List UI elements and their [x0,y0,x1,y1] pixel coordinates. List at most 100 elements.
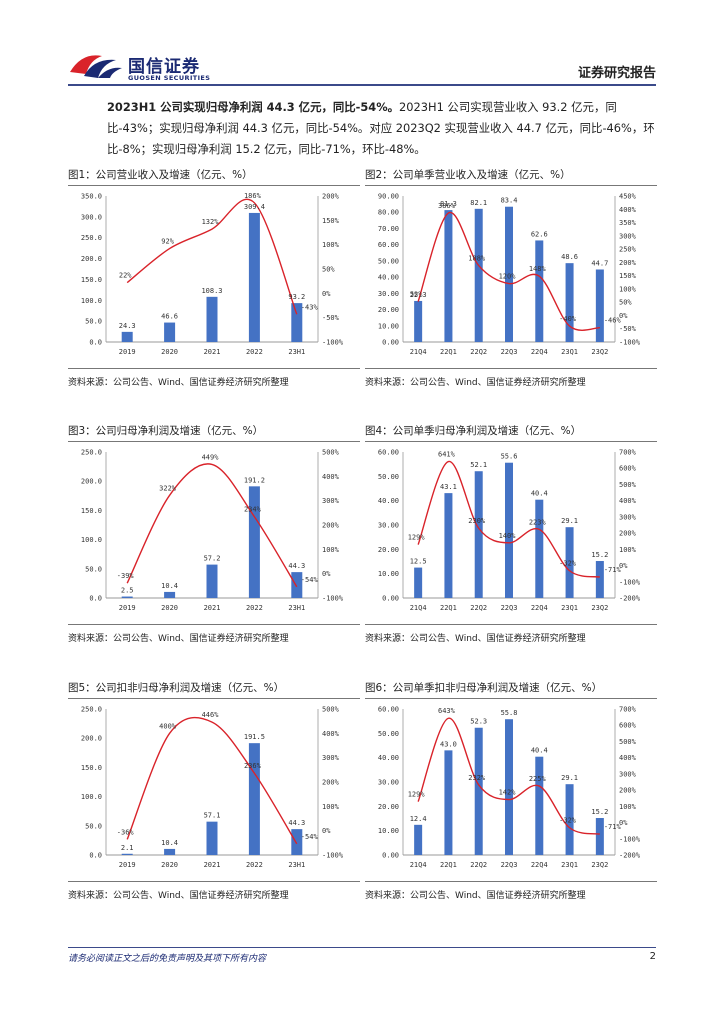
chart-svg: 0.00 10.00 20.00 30.00 40.00 50.00 60.00 70.00 8… [378,193,641,357]
right-tick-label: -200% [619,595,641,603]
bar [291,303,303,342]
bar [474,727,483,855]
growth-value-label: 186% [244,192,262,200]
left-tick-label: 250.0 [81,234,102,242]
growth-value-label: -43% [301,303,319,311]
bar-value-label: 25.3 [410,291,427,299]
left-tick-label: 10.00 [378,570,399,578]
bar-value-label: 40.4 [531,490,548,498]
bar [535,499,544,598]
figure-4: 图4：公司单季归母净利润及增速（亿元、%） 0.00 10.00 20.00 30.0… [365,421,657,644]
bar [505,462,513,598]
x-tick-label: 22Q1 [440,604,457,612]
right-tick-label: -50% [619,325,637,333]
bar [248,486,260,598]
right-tick-label: 400% [619,754,637,762]
summary-paragraph: 2023H1 公司实现归母净利润 44.3 亿元，同比-54%。2023H1 公… [107,97,657,160]
right-tick-label: -200% [619,852,641,860]
growth-value-label: -54% [301,576,319,584]
right-tick-label: 700% [619,706,637,714]
x-tick-label: 22Q2 [470,348,487,356]
bar-value-label: 43.1 [440,483,457,491]
right-tick-label: 500% [619,481,637,489]
bar-value-label: 57.2 [204,555,221,563]
growth-value-label: 22% [119,272,132,280]
growth-line [126,463,298,588]
right-tick-label: 100% [619,803,637,811]
x-tick-label: 2021 [204,861,221,869]
right-tick-label: 200% [322,522,340,530]
left-tick-label: 0.00 [382,595,399,603]
growth-value-label: -32% [559,817,577,825]
x-tick-label: 2022 [246,348,263,356]
left-tick-label: 40.00 [378,497,399,505]
left-tick-label: 150.0 [81,276,102,284]
growth-value-label: 400% [159,722,177,730]
chart-svg: 0.0 50.0 100.0 150.0 200.0 250.0 300.0 350.0 -10… [81,192,344,356]
right-tick-label: 150% [322,217,340,225]
growth-value-label: -71% [604,566,622,574]
bar [535,240,544,342]
bar [248,212,260,342]
bar [444,750,453,855]
growth-value-label: -54% [301,833,319,841]
x-tick-label: 23H1 [288,861,305,869]
figure-source: 资料来源：公司公告、Wind、国信证券经济研究所整理 [365,881,657,901]
left-tick-label: 200.0 [81,255,102,263]
bar [474,208,483,342]
right-tick-label: 400% [619,497,637,505]
left-tick-label: 20.00 [378,546,399,554]
bar-value-label: 15.2 [591,551,608,559]
right-tick-label: 300% [619,770,637,778]
bar-value-label: 62.6 [531,230,548,238]
growth-value-label: 223% [529,518,547,526]
growth-value-label: 230% [468,517,486,525]
bar [206,821,218,855]
bar-value-label: 81.3 [440,200,457,208]
bar [414,824,423,855]
bar-value-label: 29.1 [561,774,578,782]
bar [595,561,604,598]
left-tick-label: 350.0 [81,193,102,201]
left-tick-label: 10.00 [378,827,399,835]
x-tick-label: 23H1 [288,348,305,356]
figure-3: 图3：公司归母净利润及增速（亿元、%） 0.0 50.0 100.0 150.0 200… [68,421,360,644]
left-tick-label: 30.00 [378,522,399,530]
x-tick-label: 2020 [161,348,178,356]
figure-2: 图2：公司单季营业收入及增速（亿元、%） 0.00 10.00 20.00 30.00… [365,165,657,388]
right-tick-label: 100% [322,546,340,554]
bar [206,564,218,598]
figure-title: 图4：公司单季归母净利润及增速（亿元、%） [365,421,657,442]
right-tick-label: 300% [619,513,637,521]
left-tick-label: 0.0 [89,852,102,860]
right-tick-label: 0% [322,570,331,578]
bar [595,818,604,855]
growth-value-label: 236% [244,762,262,770]
left-tick-label: 60.00 [378,241,399,249]
left-tick-label: 60.00 [378,449,399,457]
bar [121,853,133,855]
x-tick-label: 21Q4 [410,861,427,869]
header-divider [68,84,656,86]
right-tick-label: 100% [619,546,637,554]
bar [595,269,604,342]
growth-line [417,717,600,835]
right-tick-label: -100% [322,852,344,860]
logo-text-en: GUOSEN SECURITIES [128,74,211,82]
bar-value-label: 191.2 [244,476,265,484]
right-tick-label: -50% [322,314,340,322]
figure-title: 图6：公司单季扣非归母净利润及增速（亿元、%） [365,678,657,699]
bar [474,471,483,598]
right-tick-label: 50% [619,299,632,307]
figure-title: 图1：公司营业收入及增速（亿元、%） [68,165,360,186]
bar [444,493,453,598]
left-tick-label: 30.00 [378,290,399,298]
left-tick-label: 10.00 [378,322,399,330]
x-tick-label: 21Q4 [410,348,427,356]
left-tick-label: 250.0 [81,449,102,457]
bar-value-label: 52.3 [470,718,487,726]
growth-value-label: 232% [468,774,486,782]
right-tick-label: 200% [619,530,637,538]
bar-value-label: 2.5 [121,587,134,595]
page-header: 国信证券 GUOSEN SECURITIES 证券研究报告 [0,0,724,92]
